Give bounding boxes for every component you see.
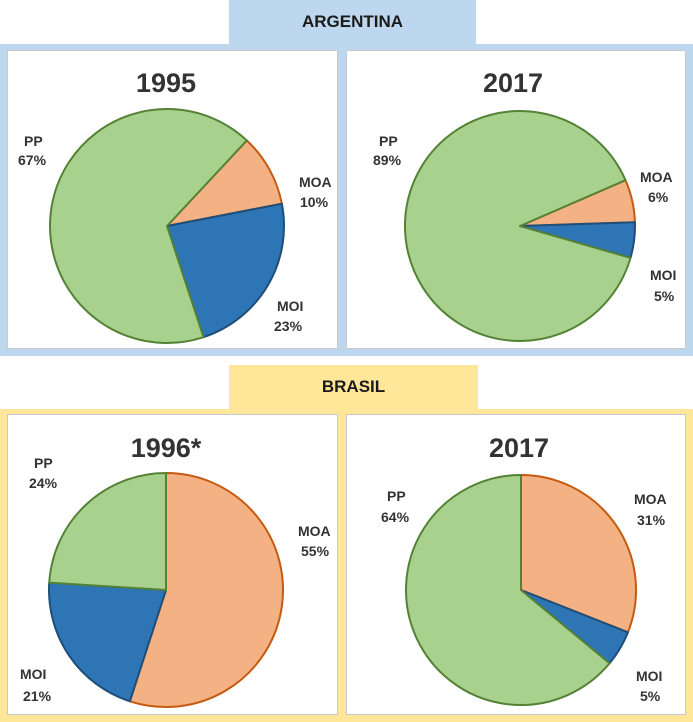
slice-label-moi: MOI 21%: [20, 666, 52, 704]
slice-label-name: MOA: [299, 174, 332, 190]
slice-label-moi: MOI 5%: [636, 668, 662, 704]
slice-label-pp: PP 24%: [29, 455, 58, 491]
slice-label-name: MOI: [277, 298, 303, 314]
slice-label-value: 10%: [300, 194, 329, 210]
pie-slices: [405, 474, 637, 706]
pie-slice-moi: [48, 581, 167, 703]
slice-label-value: 31%: [637, 512, 666, 528]
brasil-title: BRASIL: [321, 377, 386, 396]
pie-chart-argentina-2017: 2017 PP 89% MOA 6% MOI 5%: [373, 68, 676, 342]
pie-slice-moa: [128, 472, 284, 708]
slice-label-value: 21%: [23, 688, 52, 704]
argentina-banner: ARGENTINA: [229, 0, 476, 44]
slice-label-name: MOA: [298, 523, 331, 539]
slice-label-pp: PP 67%: [18, 133, 47, 168]
pie-panel-brasil-1996: 1996* PP 24% MOA 55% MOI 21%: [7, 414, 338, 715]
slice-label-moa: MOA 31%: [634, 491, 667, 528]
slice-label-value: 89%: [373, 152, 402, 168]
slice-label-moa: MOA 10%: [299, 174, 332, 210]
slice-label-value: 24%: [29, 475, 58, 491]
slice-label-name: PP: [24, 133, 43, 149]
pie-slice-pp: [405, 474, 611, 706]
chart-title: 1995: [136, 68, 196, 98]
pie-slices: [49, 108, 285, 344]
pie-panel-brasil-2017: 2017 PP 64% MOA 31% MOI 5%: [346, 414, 686, 715]
pie-slice-pp: [49, 108, 248, 344]
slice-label-moi: MOI 23%: [274, 298, 303, 334]
pie-panel-argentina-2017: 2017 PP 89% MOA 6% MOI 5%: [346, 50, 686, 349]
pie-chart-brasil-1996: 1996* PP 24% MOA 55% MOI 21%: [20, 433, 331, 708]
chart-title: 1996*: [131, 433, 202, 463]
pie-slice-moa: [166, 139, 283, 227]
slice-label-name: MOA: [640, 169, 673, 185]
slice-label-moa: MOA 6%: [640, 169, 673, 205]
pie-slice-moa: [520, 474, 637, 634]
pie-panel-argentina-1995: 1995 PP 67% MOA 10% MOI 23%: [7, 50, 338, 349]
slice-label-name: MOI: [20, 666, 46, 682]
slice-label-pp: PP 64%: [381, 488, 410, 525]
slice-label-value: 5%: [640, 688, 661, 704]
pie-chart-argentina-1995: 1995 PP 67% MOA 10% MOI 23%: [18, 68, 332, 344]
slice-label-pp: PP 89%: [373, 133, 402, 168]
pie-chart-brasil-2017: 2017 PP 64% MOA 31% MOI 5%: [381, 433, 667, 706]
chart-title: 2017: [489, 433, 549, 463]
pie-slices: [404, 109, 636, 342]
brasil-banner: BRASIL: [229, 365, 478, 409]
chart-title: 2017: [483, 68, 543, 98]
pie-slice-pp: [48, 472, 167, 591]
argentina-title: ARGENTINA: [301, 12, 404, 31]
slice-label-name: PP: [387, 488, 406, 504]
slice-label-name: PP: [379, 133, 398, 149]
slice-label-name: MOI: [636, 668, 662, 684]
pie-slices: [48, 472, 284, 708]
slice-label-moi: MOI 5%: [650, 267, 676, 304]
slice-label-moa: MOA 55%: [298, 523, 331, 559]
slice-label-name: MOA: [634, 491, 667, 507]
pie-slice-pp: [404, 109, 632, 342]
slice-label-value: 55%: [301, 543, 330, 559]
slice-label-name: PP: [34, 455, 53, 471]
slice-label-value: 5%: [654, 288, 675, 304]
pie-slice-moi: [166, 202, 285, 339]
slice-label-value: 67%: [18, 152, 47, 168]
slice-label-name: MOI: [650, 267, 676, 283]
slice-label-value: 64%: [381, 509, 410, 525]
slice-label-value: 23%: [274, 318, 303, 334]
slice-label-value: 6%: [648, 189, 669, 205]
